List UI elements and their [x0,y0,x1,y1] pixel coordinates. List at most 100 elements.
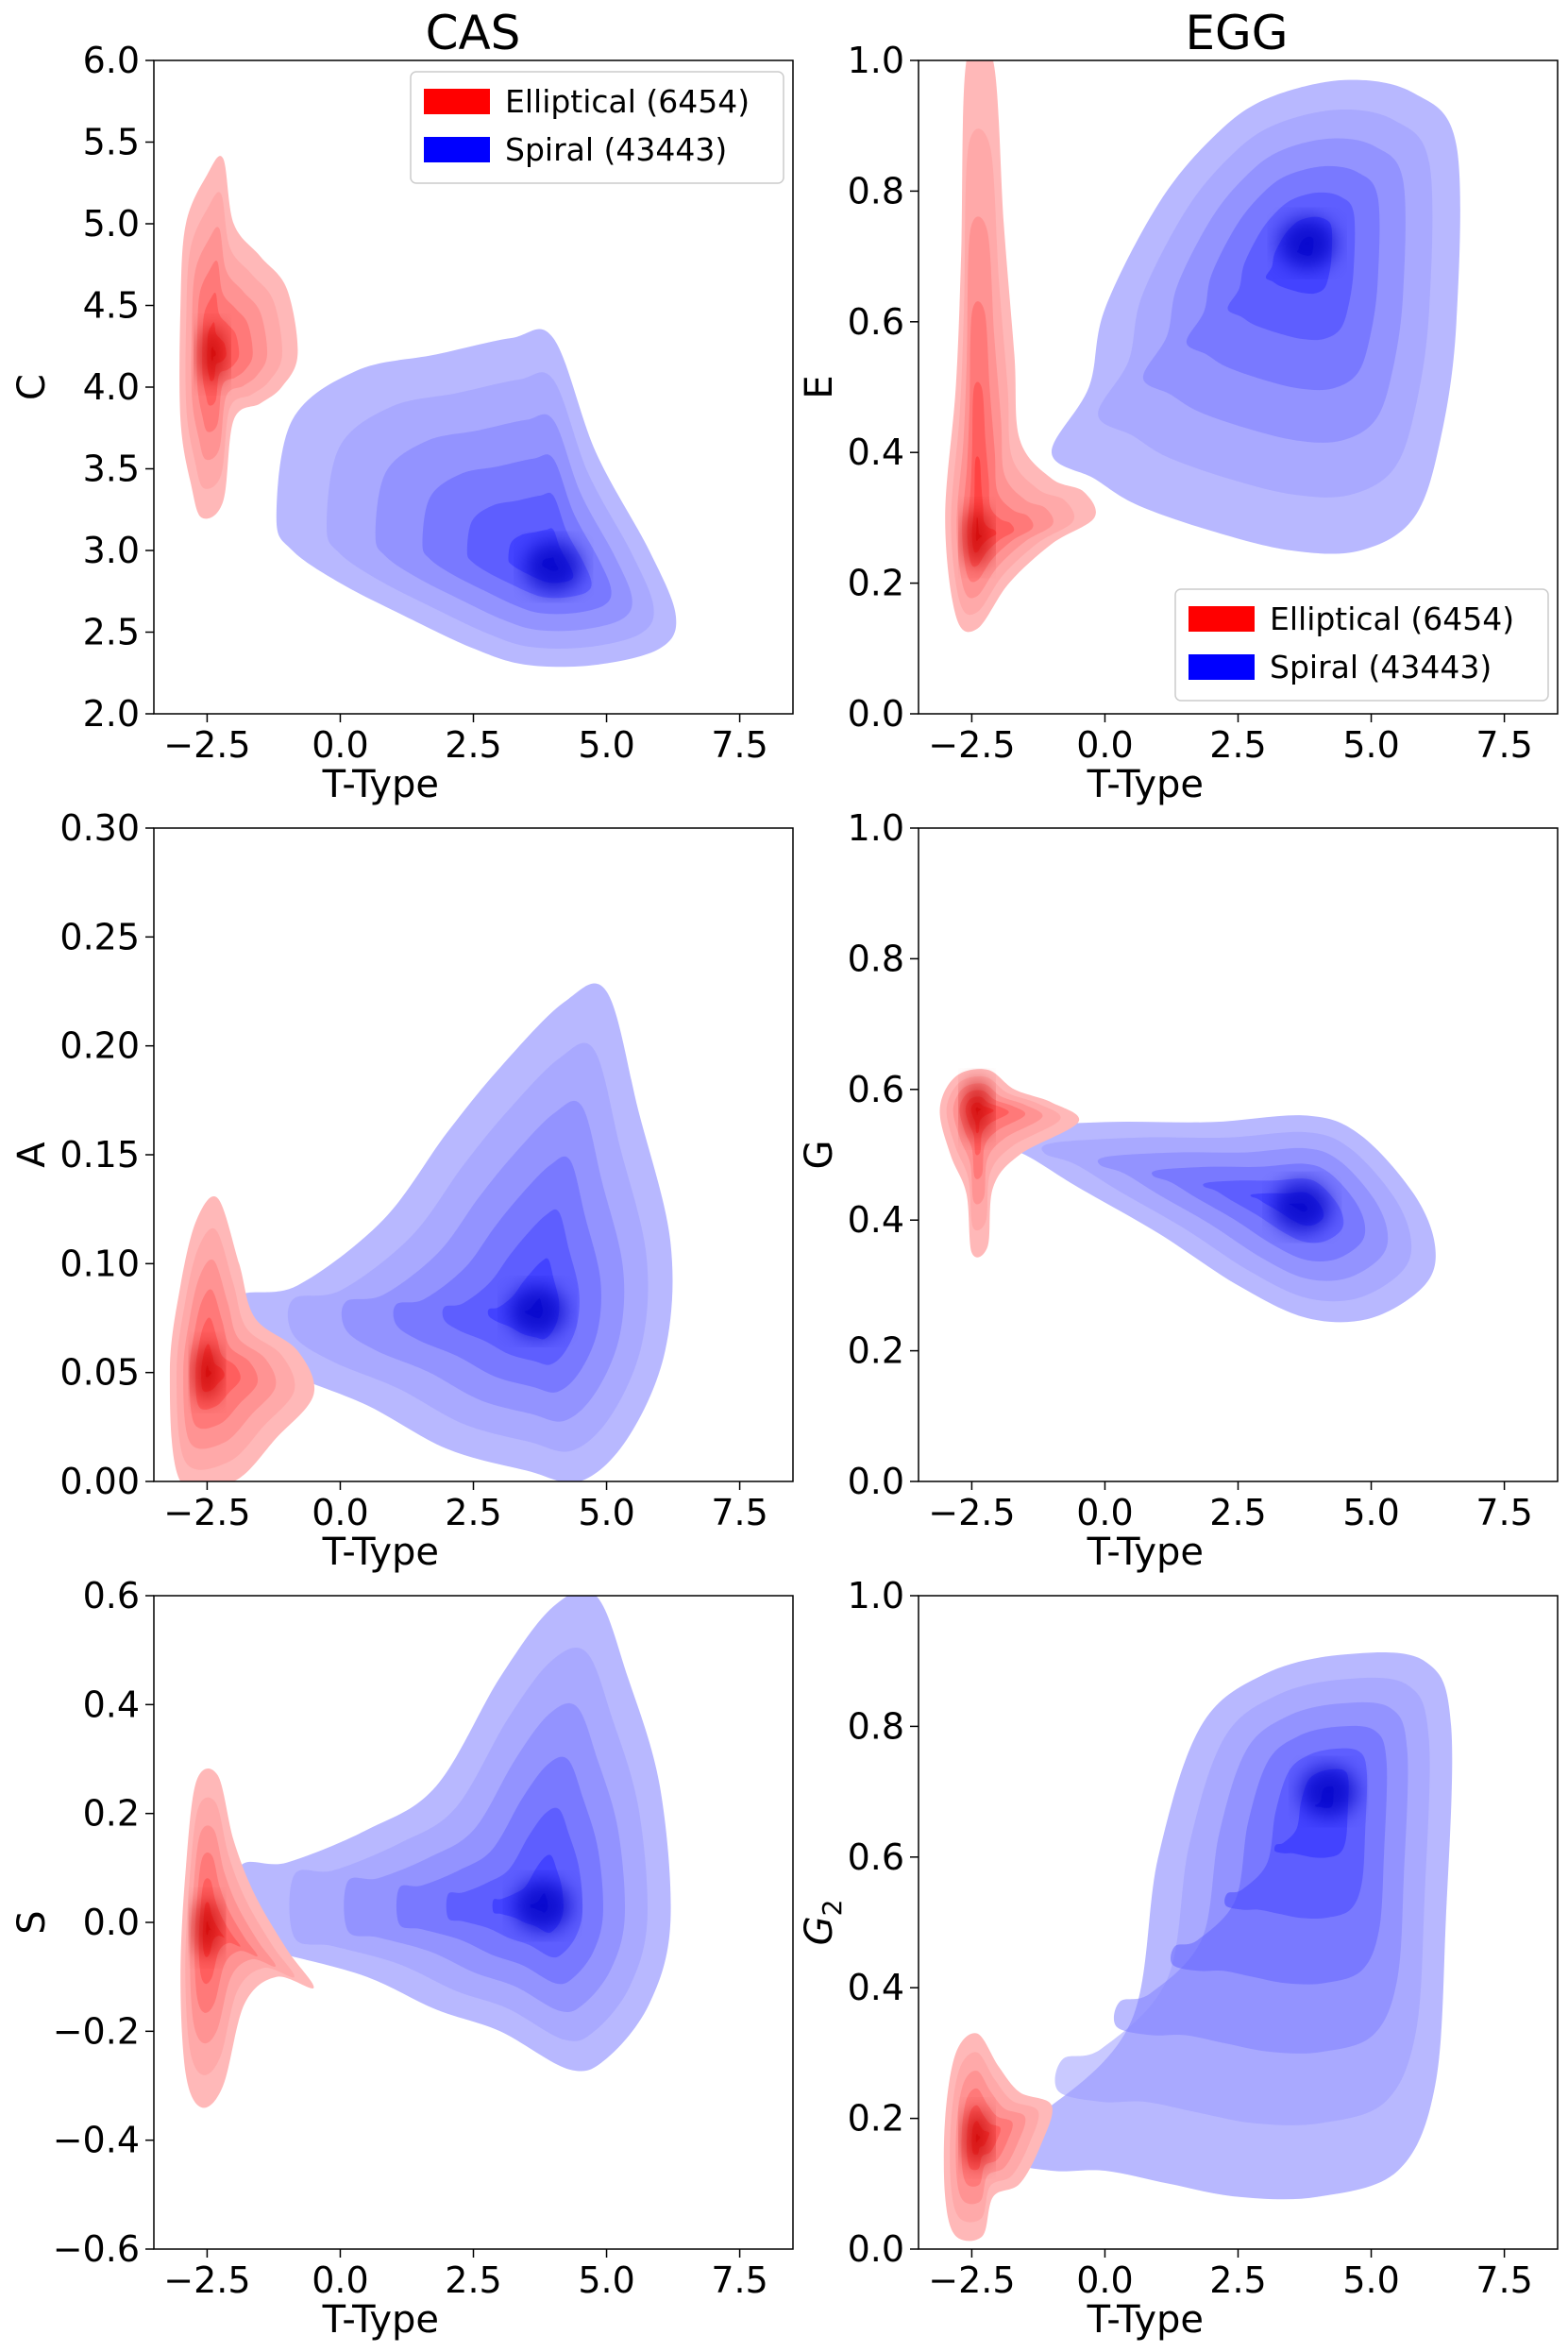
y-tick-label: 5.5 [83,122,140,163]
elliptical-density-peak [194,1343,221,1402]
x-tick-label: 0.0 [312,2259,368,2301]
x-tick-label: 7.5 [1475,2259,1532,2301]
y-tick-label: 5.0 [83,203,140,245]
x-tick-label: 7.5 [711,724,767,766]
x-tick-label: 0.0 [1076,2259,1133,2301]
x-tick-label: 2.5 [445,1492,501,1533]
density-layer [169,983,673,1481]
y-tick-label: 6.0 [83,40,140,81]
legend-swatch [424,89,490,114]
spiral-density [994,1652,1453,2200]
spiral-density-peak [514,1880,571,1932]
x-tick-label: 5.0 [1342,1492,1399,1533]
spiral-density-peak [525,541,582,593]
y-tick-label: 0.25 [59,916,140,957]
y-tick-label: −0.2 [53,2010,140,2052]
y-tick-label: 1.0 [848,40,904,81]
spiral-density [232,983,673,1481]
x-tick-label: −2.5 [928,2259,1015,2301]
x-tick-label: 5.0 [1342,724,1399,766]
elliptical-density [179,156,298,519]
y-tick-label: 4.0 [83,366,140,408]
panel-e-vs-ttype: −2.5 0.0 2.5 5.0 7.5 0.0 0.2 0.4 0.6 0.8 1.0 T-Type… [798,40,1559,806]
elliptical-density-peak [964,508,991,567]
x-tick-label: 7.5 [1475,1492,1532,1533]
panel-g-vs-ttype: −2.5 0.0 2.5 5.0 7.5 0.0 0.2 0.4 0.6 0.8 1.0 T-Type… [798,807,1559,1574]
spiral-density-peak [1300,1766,1357,1818]
legend-label: Elliptical (6454) [1270,601,1514,637]
y-tick-label: 3.5 [83,448,140,490]
panel-s-vs-ttype: −2.5 0.0 2.5 5.0 7.5 −0.6 −0.4 −0.2 0.0 0.2 0.4 0.6… [10,1575,794,2342]
x-axis-label: T-Type [322,2298,439,2342]
column-title-cas: CAS [426,6,521,60]
x-tick-label: 2.5 [1209,2259,1266,2301]
panel-c-vs-ttype: −2.5 0.0 2.5 5.0 7.5 2.0 2.5 3.0 3.5 4.0 4.5 5.0 5.5… [10,40,794,806]
y-tick-label: 0.05 [59,1352,140,1394]
panel-g2-vs-ttype: −2.5 0.0 2.5 5.0 7.5 0.0 0.2 0.4 0.6 0.8 1.0 T-Type… [798,1575,1559,2342]
density-layer [943,1652,1453,2242]
x-axis-label: T-Type [1087,1531,1204,1574]
y-tick-label: 4.5 [83,285,140,327]
density-layer [939,1069,1436,1323]
y-tick-label: 1.0 [848,807,904,849]
spiral-density [232,1596,671,2072]
elliptical-density-peak [194,1898,221,1957]
y-tick-label: 0.2 [848,2098,904,2140]
legend-box [1174,588,1549,702]
y-tick-label: 0.4 [83,1684,140,1725]
y-tick-label: 1.0 [848,1575,904,1616]
legend-label: Spiral (43443) [505,131,727,168]
x-tick-label: 2.5 [1209,1492,1266,1533]
y-tick-label: 0.4 [848,1967,904,2008]
legend-box [410,71,784,184]
x-tick-label: 2.5 [445,724,501,766]
x-tick-label: 7.5 [711,1492,767,1533]
elliptical-density-peak [964,1079,991,1139]
y-tick-label: 2.0 [83,693,140,735]
x-tick-label: 5.0 [578,724,634,766]
y-tick-label: 0.15 [59,1134,140,1176]
x-axis-label: T-Type [1087,2298,1204,2342]
x-tick-label: 0.0 [312,1492,368,1533]
panel-a-vs-ttype: −2.5 0.0 2.5 5.0 7.5 0.00 0.05 0.10 0.15 0.20 0.25… [10,807,794,1574]
legend: Elliptical (6454) Spiral (43443) [410,71,784,184]
elliptical-density-peak [964,2108,991,2168]
legend-label: Spiral (43443) [1270,649,1492,685]
x-tick-label: 5.0 [578,1492,634,1533]
x-tick-label: −2.5 [163,724,250,766]
y-tick-label: 0.10 [59,1243,140,1284]
y-tick-label: 0.0 [848,693,904,735]
x-axis-label: T-Type [1087,763,1204,806]
y-tick-label: 0.4 [848,431,904,473]
y-axis-label: A [10,1142,54,1168]
elliptical-density-peak [199,325,227,384]
elliptical-density [945,60,1096,633]
y-tick-label: 0.00 [59,1461,140,1502]
y-tick-label: 0.2 [83,1793,140,1835]
y-tick-label: 2.5 [83,612,140,653]
x-tick-label: 2.5 [1209,724,1266,766]
x-axis-label: T-Type [322,1531,439,1574]
x-tick-label: −2.5 [928,724,1015,766]
x-tick-label: 0.0 [1076,724,1133,766]
x-tick-label: 0.0 [1076,1492,1133,1533]
y-tick-label: 0.6 [83,1575,140,1616]
legend-swatch [1189,654,1255,680]
legend-label: Elliptical (6454) [505,83,750,120]
y-tick-label: 0.6 [848,1836,904,1878]
y-tick-label: 0.8 [848,938,904,979]
spiral-density [1051,79,1460,554]
y-tick-label: −0.4 [53,2120,140,2161]
y-tick-label: 0.8 [848,170,904,212]
x-tick-label: 7.5 [711,2259,767,2301]
y-tick-label: 0.30 [59,807,140,849]
x-tick-label: −2.5 [163,2259,250,2301]
density-layer [180,1596,671,2108]
y-tick-label: 0.0 [848,1461,904,1502]
y-axis-label: C [10,374,54,400]
x-tick-label: −2.5 [163,1492,250,1533]
y-tick-label: 0.4 [848,1199,904,1241]
elliptical-density [943,2033,1053,2242]
x-tick-label: 5.0 [578,2259,634,2301]
x-tick-label: 2.5 [445,2259,501,2301]
